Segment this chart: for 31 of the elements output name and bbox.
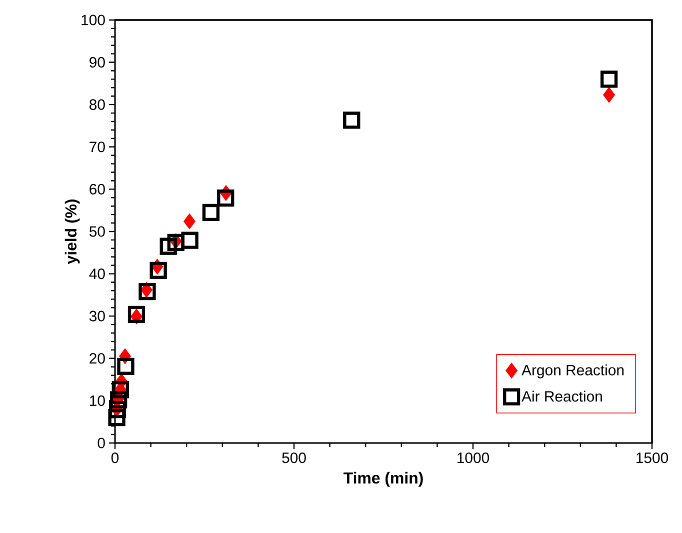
y-tick-label: 90: [90, 56, 105, 68]
y-tick-label: 40: [89, 268, 105, 280]
x-axis-title: Time (min): [344, 472, 423, 487]
x-tick-label: 500: [282, 452, 306, 464]
point: [600, 70, 618, 88]
x-tick-label: 1500: [636, 452, 668, 464]
y-tick-label: 30: [89, 310, 105, 322]
y-tick-label: 50: [89, 226, 105, 237]
point: [150, 262, 167, 279]
x-tick-label: 0: [111, 452, 119, 464]
point: [217, 190, 234, 207]
point: [343, 112, 360, 129]
y-tick-label: 80: [90, 99, 105, 110]
y-axis-title: yield (%): [64, 200, 80, 264]
point: [108, 409, 126, 426]
y-tick-label: 0: [98, 438, 105, 448]
y-tick-label: 100: [82, 14, 105, 26]
legend-label: Argon Reaction: [522, 364, 624, 378]
x-tick-label: 1000: [458, 452, 490, 464]
point: [117, 358, 134, 375]
y-tick-label: 20: [90, 353, 105, 364]
point: [138, 282, 156, 300]
point: [183, 213, 196, 230]
point: [181, 232, 198, 249]
point: [202, 204, 220, 222]
point: [603, 86, 616, 103]
point: [160, 238, 177, 255]
y-tick-label: 10: [90, 395, 105, 406]
y-tick-label: 60: [90, 184, 105, 194]
y-tick-label: 70: [90, 142, 105, 152]
legend-label: Air Reaction: [522, 390, 602, 402]
